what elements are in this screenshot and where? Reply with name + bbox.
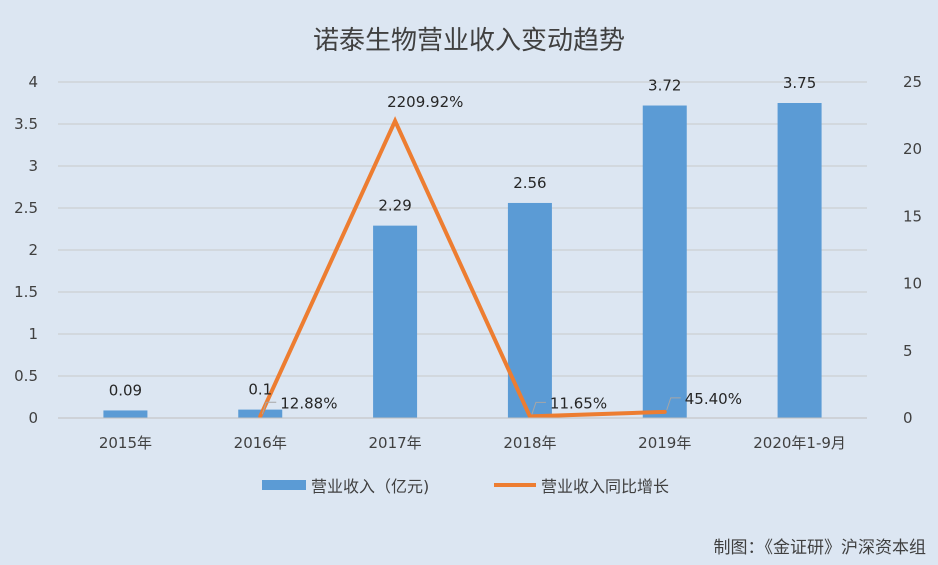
y-left-tick-label: 1.5 [14, 283, 38, 301]
y-right-tick-label: 15 [903, 207, 922, 225]
line-data-label: 11.65% [550, 394, 607, 412]
credit-text: 制图：《金证研》沪深资本组 [714, 538, 927, 558]
bar-data-label: 3.75 [783, 74, 816, 92]
line-data-label: 12.88% [280, 394, 337, 412]
y-left-tick-label: 4 [28, 73, 38, 91]
x-tick-label: 2018年 [503, 434, 556, 452]
bar-data-label: 0.09 [109, 381, 142, 399]
growth-line [258, 116, 667, 419]
bar-revenue [642, 105, 687, 419]
y-left-tick-label: 1 [28, 325, 38, 343]
bar-revenue [373, 225, 418, 418]
y-left-tick-label: 3.5 [14, 115, 38, 133]
line-data-label: 2209.92% [387, 93, 463, 111]
chart-title: 诺泰生物营业收入变动趋势 [313, 26, 625, 56]
legend-label-revenue: 营业收入（亿元) [311, 477, 429, 496]
legend-label-growth: 营业收入同比增长 [541, 477, 669, 496]
gridlines [58, 81, 867, 419]
line-series [258, 116, 667, 419]
bar-data-label: 2.56 [513, 174, 546, 192]
x-tick-label: 2016年 [234, 434, 287, 452]
bar-data-label: 3.72 [648, 77, 681, 95]
line-data-label: 45.40% [685, 390, 742, 408]
label-leader-line [261, 401, 277, 415]
y-left-tick-label: 3 [28, 157, 38, 175]
y-left-tick-label: 2 [28, 241, 38, 259]
x-tick-label: 2020年1-9月 [753, 434, 846, 452]
axes: 0 0.5 1 1.5 2 2.5 3 3.5 4 0 5 10 15 20 25 2015年 2016年 201… [14, 73, 922, 452]
bar-data-label: 0.1 [248, 381, 272, 399]
bar-series [103, 103, 822, 419]
y-right-tick-label: 25 [903, 73, 922, 91]
bar-data-label: 2.29 [378, 197, 411, 215]
legend: 营业收入（亿元) 营业收入同比增长 [262, 477, 669, 496]
y-left-tick-label: 2.5 [14, 199, 38, 217]
x-tick-label: 2017年 [368, 434, 421, 452]
bar-revenue [103, 410, 148, 418]
y-right-tick-label: 20 [903, 140, 922, 158]
data-labels: 0.09 0.1 2.29 2.56 3.72 3.75 12.88% 2209.92% 11.… [109, 74, 816, 415]
y-right-tick-label: 0 [903, 409, 913, 427]
y-left-tick-label: 0.5 [14, 367, 38, 385]
y-left-tick-label: 0 [28, 409, 38, 427]
y-right-tick-label: 10 [903, 275, 922, 293]
label-leader-line [666, 397, 681, 411]
x-tick-label: 2015年 [99, 434, 152, 452]
label-leader-line [531, 401, 546, 415]
x-tick-label: 2019年 [638, 434, 691, 452]
bar-revenue [777, 103, 822, 418]
legend-swatch-revenue [262, 480, 306, 490]
y-right-tick-label: 5 [903, 342, 913, 360]
